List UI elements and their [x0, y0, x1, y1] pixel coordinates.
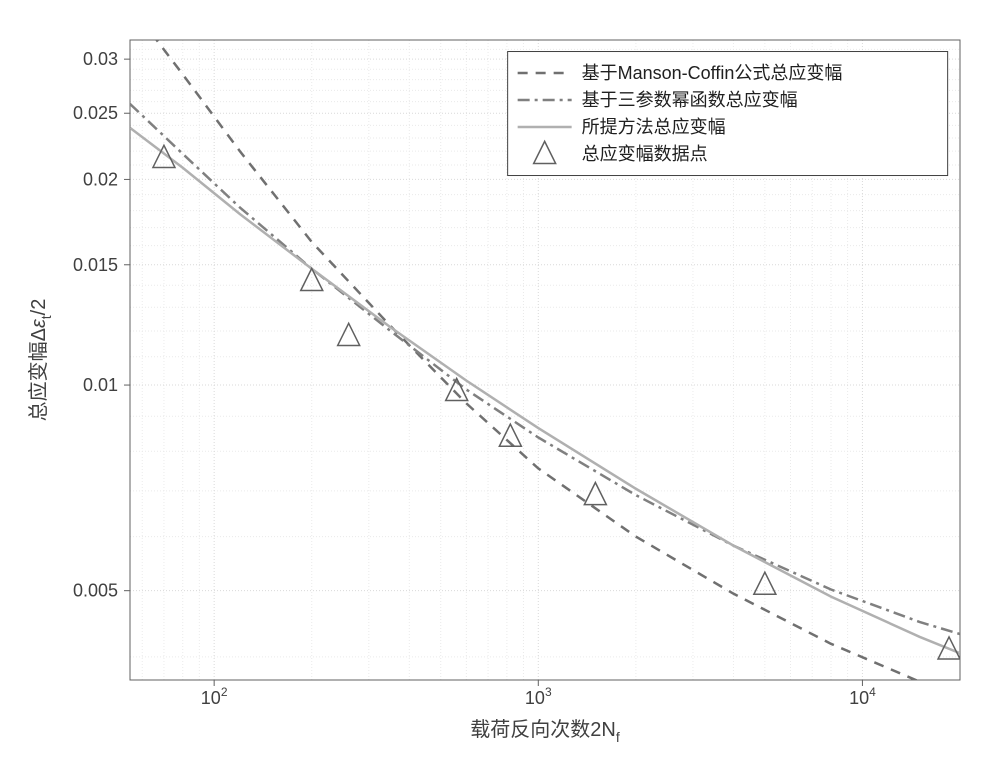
- legend: 基于Manson-Coffin公式总应变幅基于三参数幂函数总应变幅所提方法总应变…: [508, 52, 948, 176]
- svg-text:总应变幅数据点: 总应变幅数据点: [582, 144, 708, 164]
- svg-text:0.015: 0.015: [73, 255, 118, 275]
- y-tick-labels: 0.005 0.01 0.015 0.02 0.025 0.03: [73, 49, 118, 601]
- svg-text:102: 102: [201, 685, 228, 708]
- chart-svg: 102 103 104 0.005 0.01 0.015 0.02 0.025 0.03 载荷…: [0, 0, 1000, 768]
- svg-text:0.025: 0.025: [73, 103, 118, 123]
- svg-text:总应变幅Δεt/2: 总应变幅Δεt/2: [27, 299, 54, 422]
- svg-text:103: 103: [525, 685, 552, 708]
- svg-text:基于Manson-Coffin公式总应变幅: 基于Manson-Coffin公式总应变幅: [582, 63, 843, 83]
- y-axis-label: 总应变幅Δεt/2: [27, 299, 54, 422]
- x-tick-labels: 102 103 104: [201, 685, 876, 708]
- svg-text:0.03: 0.03: [83, 49, 118, 69]
- svg-text:所提方法总应变幅: 所提方法总应变幅: [582, 117, 726, 137]
- svg-text:载荷反向次数2Nf: 载荷反向次数2Nf: [470, 718, 620, 745]
- svg-text:基于三参数幂函数总应变幅: 基于三参数幂函数总应变幅: [582, 90, 798, 110]
- x-axis-label: 载荷反向次数2Nf: [470, 718, 620, 745]
- svg-text:0.005: 0.005: [73, 581, 118, 601]
- fatigue-strain-chart: 102 103 104 0.005 0.01 0.015 0.02 0.025 0.03 载荷…: [0, 0, 1000, 768]
- svg-text:0.02: 0.02: [83, 169, 118, 189]
- svg-text:0.01: 0.01: [83, 375, 118, 395]
- svg-text:104: 104: [849, 685, 876, 708]
